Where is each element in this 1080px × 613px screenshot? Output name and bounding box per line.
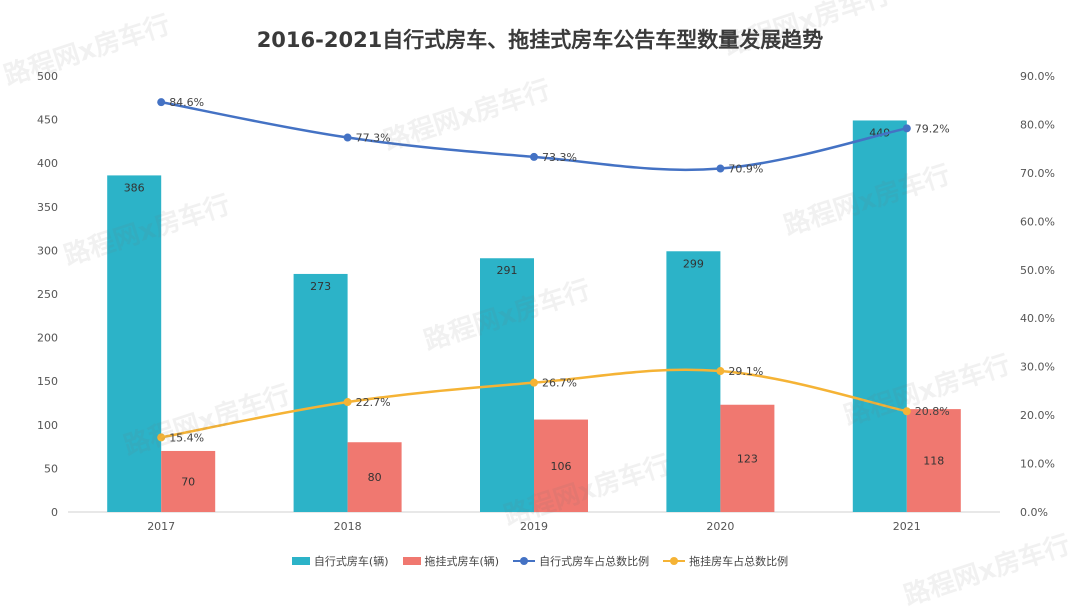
y-right-tick-label: 90.0% [1020, 70, 1055, 83]
legend-swatch [402, 557, 421, 565]
x-tick-label: 2018 [334, 520, 362, 533]
y-left-tick-label: 50 [44, 462, 58, 475]
bar-data-label: 386 [124, 181, 145, 194]
x-tick-label: 2020 [706, 520, 734, 533]
bar-data-label: 118 [923, 455, 944, 468]
bar-data-label: 299 [683, 257, 704, 270]
legend-item-self-propelled-count: 自行式房车(辆) [291, 553, 389, 569]
combo-chart: 0 50 100 150 200 250 300 350 400 450 500 0.0% 10.0% 2… [37, 70, 1055, 533]
line-data-label: 84.6% [169, 96, 204, 109]
y-left-tick-label: 250 [37, 288, 58, 301]
bar [852, 120, 907, 513]
y-left-tick-label: 450 [37, 114, 58, 127]
legend-swatch [513, 557, 536, 565]
y-left-tick-label: 300 [37, 244, 58, 257]
line-data-label: 20.8% [915, 405, 950, 418]
bar [293, 273, 348, 512]
y-right-tick-label: 30.0% [1020, 361, 1055, 374]
line-point [343, 398, 352, 407]
line-data-label: 79.2% [915, 122, 950, 135]
bar [720, 404, 775, 512]
line-data-label: 22.7% [356, 396, 391, 409]
x-tick-label: 2017 [147, 520, 175, 533]
y-right-tick-label: 40.0% [1020, 312, 1055, 325]
y-right-tick-label: 0.0% [1020, 506, 1048, 519]
line-point [157, 98, 166, 107]
line-point [902, 407, 911, 416]
bar [161, 450, 216, 512]
line-data-label: 73.3% [542, 151, 577, 164]
bar-data-label: 80 [368, 471, 382, 484]
line-point [902, 124, 911, 133]
bar [107, 175, 162, 512]
y-left-tick-label: 500 [37, 70, 58, 83]
y-left-tick-label: 150 [37, 375, 58, 388]
y-left-tick-label: 0 [51, 506, 58, 519]
y-left-tick-label: 400 [37, 157, 58, 170]
bar-data-label: 291 [497, 264, 518, 277]
legend-label: 拖挂房车占总数比例 [689, 555, 789, 568]
line-point [530, 378, 538, 387]
bar-data-label: 123 [737, 452, 758, 465]
line-data-label: 77.3% [356, 132, 391, 145]
bar-data-label: 70 [181, 475, 195, 488]
bar [906, 409, 961, 512]
line-point [716, 367, 725, 376]
bar [666, 251, 721, 512]
legend-item-self-propelled-ratio: 自行式房车占总数比例 [513, 553, 649, 569]
y-right-tick-label: 70.0% [1020, 167, 1055, 180]
y-right-tick-label: 80.0% [1020, 118, 1055, 131]
legend-label: 拖挂式房车(辆) [424, 555, 500, 568]
bar [347, 442, 402, 512]
bar [534, 419, 588, 512]
line-data-label: 29.1% [728, 365, 763, 378]
y-left-tick-label: 200 [37, 332, 58, 345]
y-right-tick-label: 50.0% [1020, 264, 1055, 277]
legend-item-towed-ratio: 拖挂房车占总数比例 [663, 553, 788, 569]
line-data-label: 26.7% [542, 377, 577, 390]
line-data-label: 70.9% [728, 163, 763, 176]
legend-label: 自行式房车(辆) [313, 555, 389, 568]
line-point [343, 133, 352, 142]
y-left-tick-label: 350 [37, 201, 58, 214]
chart-title: 2016-2021自行式房车、拖挂式房车公告车型数量发展趋势 [256, 28, 824, 52]
legend-label: 自行式房车占总数比例 [539, 555, 650, 568]
bar-data-label: 273 [310, 280, 331, 293]
chart-legend: 自行式房车(辆) 拖挂式房车(辆) 自行式房车占总数比例 拖挂房车占总数比例 [0, 553, 1080, 569]
legend-item-towed-count: 拖挂式房车(辆) [402, 553, 500, 569]
legend-swatch [291, 557, 310, 565]
y-left-tick-label: 100 [37, 419, 58, 432]
line-point [716, 164, 725, 173]
line-data-label: 15.4% [169, 431, 204, 444]
x-tick-label: 2019 [520, 520, 548, 533]
line-point [157, 433, 166, 442]
y-right-tick-label: 60.0% [1020, 215, 1055, 228]
bar-data-label: 106 [551, 460, 572, 473]
y-right-tick-label: 20.0% [1020, 409, 1055, 422]
y-right-tick-label: 10.0% [1020, 458, 1055, 471]
line-point [530, 152, 538, 161]
legend-swatch [663, 557, 686, 565]
x-tick-label: 2021 [893, 520, 921, 533]
